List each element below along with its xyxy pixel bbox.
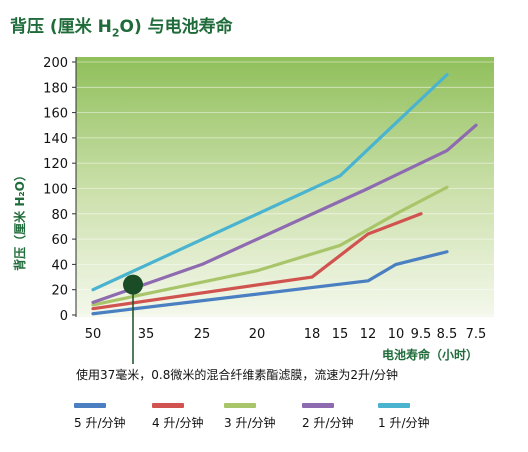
x-tick-label: 10 bbox=[388, 327, 405, 342]
y-tick-label: 60 bbox=[51, 233, 68, 248]
y-tick-label: 0 bbox=[60, 309, 68, 324]
series-line bbox=[91, 123, 478, 304]
series bbox=[91, 73, 478, 316]
x-tick-label: 15 bbox=[332, 327, 349, 342]
y-tick-label: 200 bbox=[43, 56, 68, 71]
series-line bbox=[91, 73, 449, 292]
legend-item: 5 升/分钟 bbox=[70, 400, 170, 440]
legend-label: 2 升/分钟 bbox=[302, 416, 354, 430]
marker-layer bbox=[123, 274, 143, 364]
legend-item: 1 升/分钟 bbox=[374, 400, 474, 440]
series-line bbox=[91, 250, 449, 316]
chart-title: 背压 (厘米 H2O) 与电池寿命 bbox=[10, 17, 233, 40]
legend-swatch bbox=[152, 403, 184, 408]
legend-item: 4 升/分钟 bbox=[148, 400, 248, 440]
chart-footnote: 使用37毫米，0.8微米的混合纤维素酯滤膜，流速为2升/分钟 bbox=[76, 368, 399, 382]
y-tick-label: 20 bbox=[51, 284, 68, 299]
legend-item: 2 升/分钟 bbox=[298, 400, 398, 440]
legend: 5 升/分钟 4 升/分钟 3 升/分钟 2 升/分钟 1 升/分钟 bbox=[70, 400, 510, 440]
series-line bbox=[91, 185, 449, 307]
x-tick-label: 35 bbox=[138, 327, 155, 342]
series-line bbox=[91, 212, 423, 311]
x-tick-label: 12 bbox=[360, 327, 377, 342]
y-tick-label: 120 bbox=[43, 157, 68, 172]
x-axis-label: 电池寿命（小时） bbox=[382, 347, 478, 362]
legend-item: 3 升/分钟 bbox=[220, 400, 320, 440]
x-tick-label: 8.5 bbox=[437, 327, 458, 342]
legend-swatch bbox=[74, 403, 106, 408]
y-tick-label: 100 bbox=[43, 183, 68, 198]
legend-label: 5 升/分钟 bbox=[74, 416, 126, 430]
y-axis-label: 背压（厘米 H₂O） bbox=[12, 169, 27, 271]
x-tick-label: 7.5 bbox=[466, 327, 487, 342]
legend-swatch bbox=[224, 403, 256, 408]
y-tick-label: 180 bbox=[43, 81, 68, 96]
y-tick-label: 160 bbox=[43, 107, 68, 122]
legend-label: 1 升/分钟 bbox=[378, 416, 430, 430]
x-tick-label: 20 bbox=[249, 327, 266, 342]
legend-swatch bbox=[378, 403, 410, 408]
x-tick-label: 9.5 bbox=[411, 327, 432, 342]
y-tick-label: 40 bbox=[51, 258, 68, 273]
y-tick-label: 80 bbox=[51, 208, 68, 223]
plot-background bbox=[76, 57, 494, 317]
marker-point bbox=[123, 274, 143, 295]
x-tick-label: 18 bbox=[304, 327, 321, 342]
x-tick-label: 25 bbox=[194, 327, 211, 342]
legend-label: 3 升/分钟 bbox=[224, 416, 276, 430]
legend-label: 4 升/分钟 bbox=[152, 416, 204, 430]
x-tick-label: 50 bbox=[85, 327, 102, 342]
y-tick-label: 140 bbox=[43, 132, 68, 147]
legend-swatch bbox=[302, 403, 334, 408]
axes: 0 20 40 60 80 100 120 140 160 180 200 50 35 25 20 18 15 1… bbox=[43, 56, 486, 342]
